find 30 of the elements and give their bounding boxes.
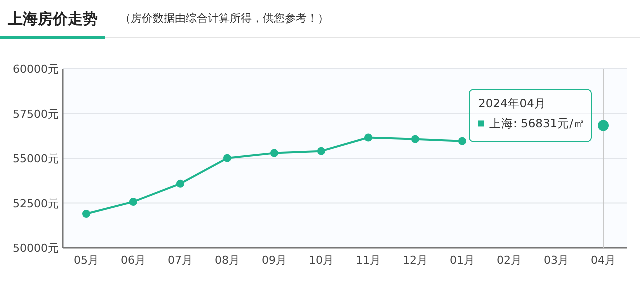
x-tick-label: 11月 [356,254,381,267]
x-tick-label: 01月 [450,254,475,267]
chart-subtitle: （房价数据由综合计算所得，供您参考！） [120,12,329,25]
point [82,210,90,218]
point [364,134,372,142]
x-tick-label: 05月 [74,254,99,267]
x-tick-label: 02月 [497,254,522,267]
point [412,135,420,144]
annotation: 2024年04月 [478,96,546,111]
x-tick-label: 10月 [309,254,334,267]
x-tick-label: 08月 [215,254,240,267]
y-tick-label: 52500元 [13,197,59,210]
x-tick-label: 07月 [168,254,193,267]
x-tick-label: 03月 [544,254,569,267]
x-tick-label: 06月 [121,254,146,267]
chart-title: 上海房价走势 [7,10,98,28]
point [458,137,466,146]
y-tick-label: 60000元 [13,63,59,76]
point [318,147,326,156]
point [130,198,138,206]
point [270,149,278,158]
point [224,154,232,162]
x-tick-label: 04月 [591,254,616,267]
y-tick-label: 55000元 [13,152,59,166]
point [176,180,184,188]
y-tick-label: 50000元 [13,242,59,255]
annotation: 上海: 56831元/㎡ [490,116,586,131]
x-tick-label: 12月 [403,254,428,267]
x-tick-label: 09月 [262,254,287,267]
y-tick-label: 57500元 [13,108,59,121]
